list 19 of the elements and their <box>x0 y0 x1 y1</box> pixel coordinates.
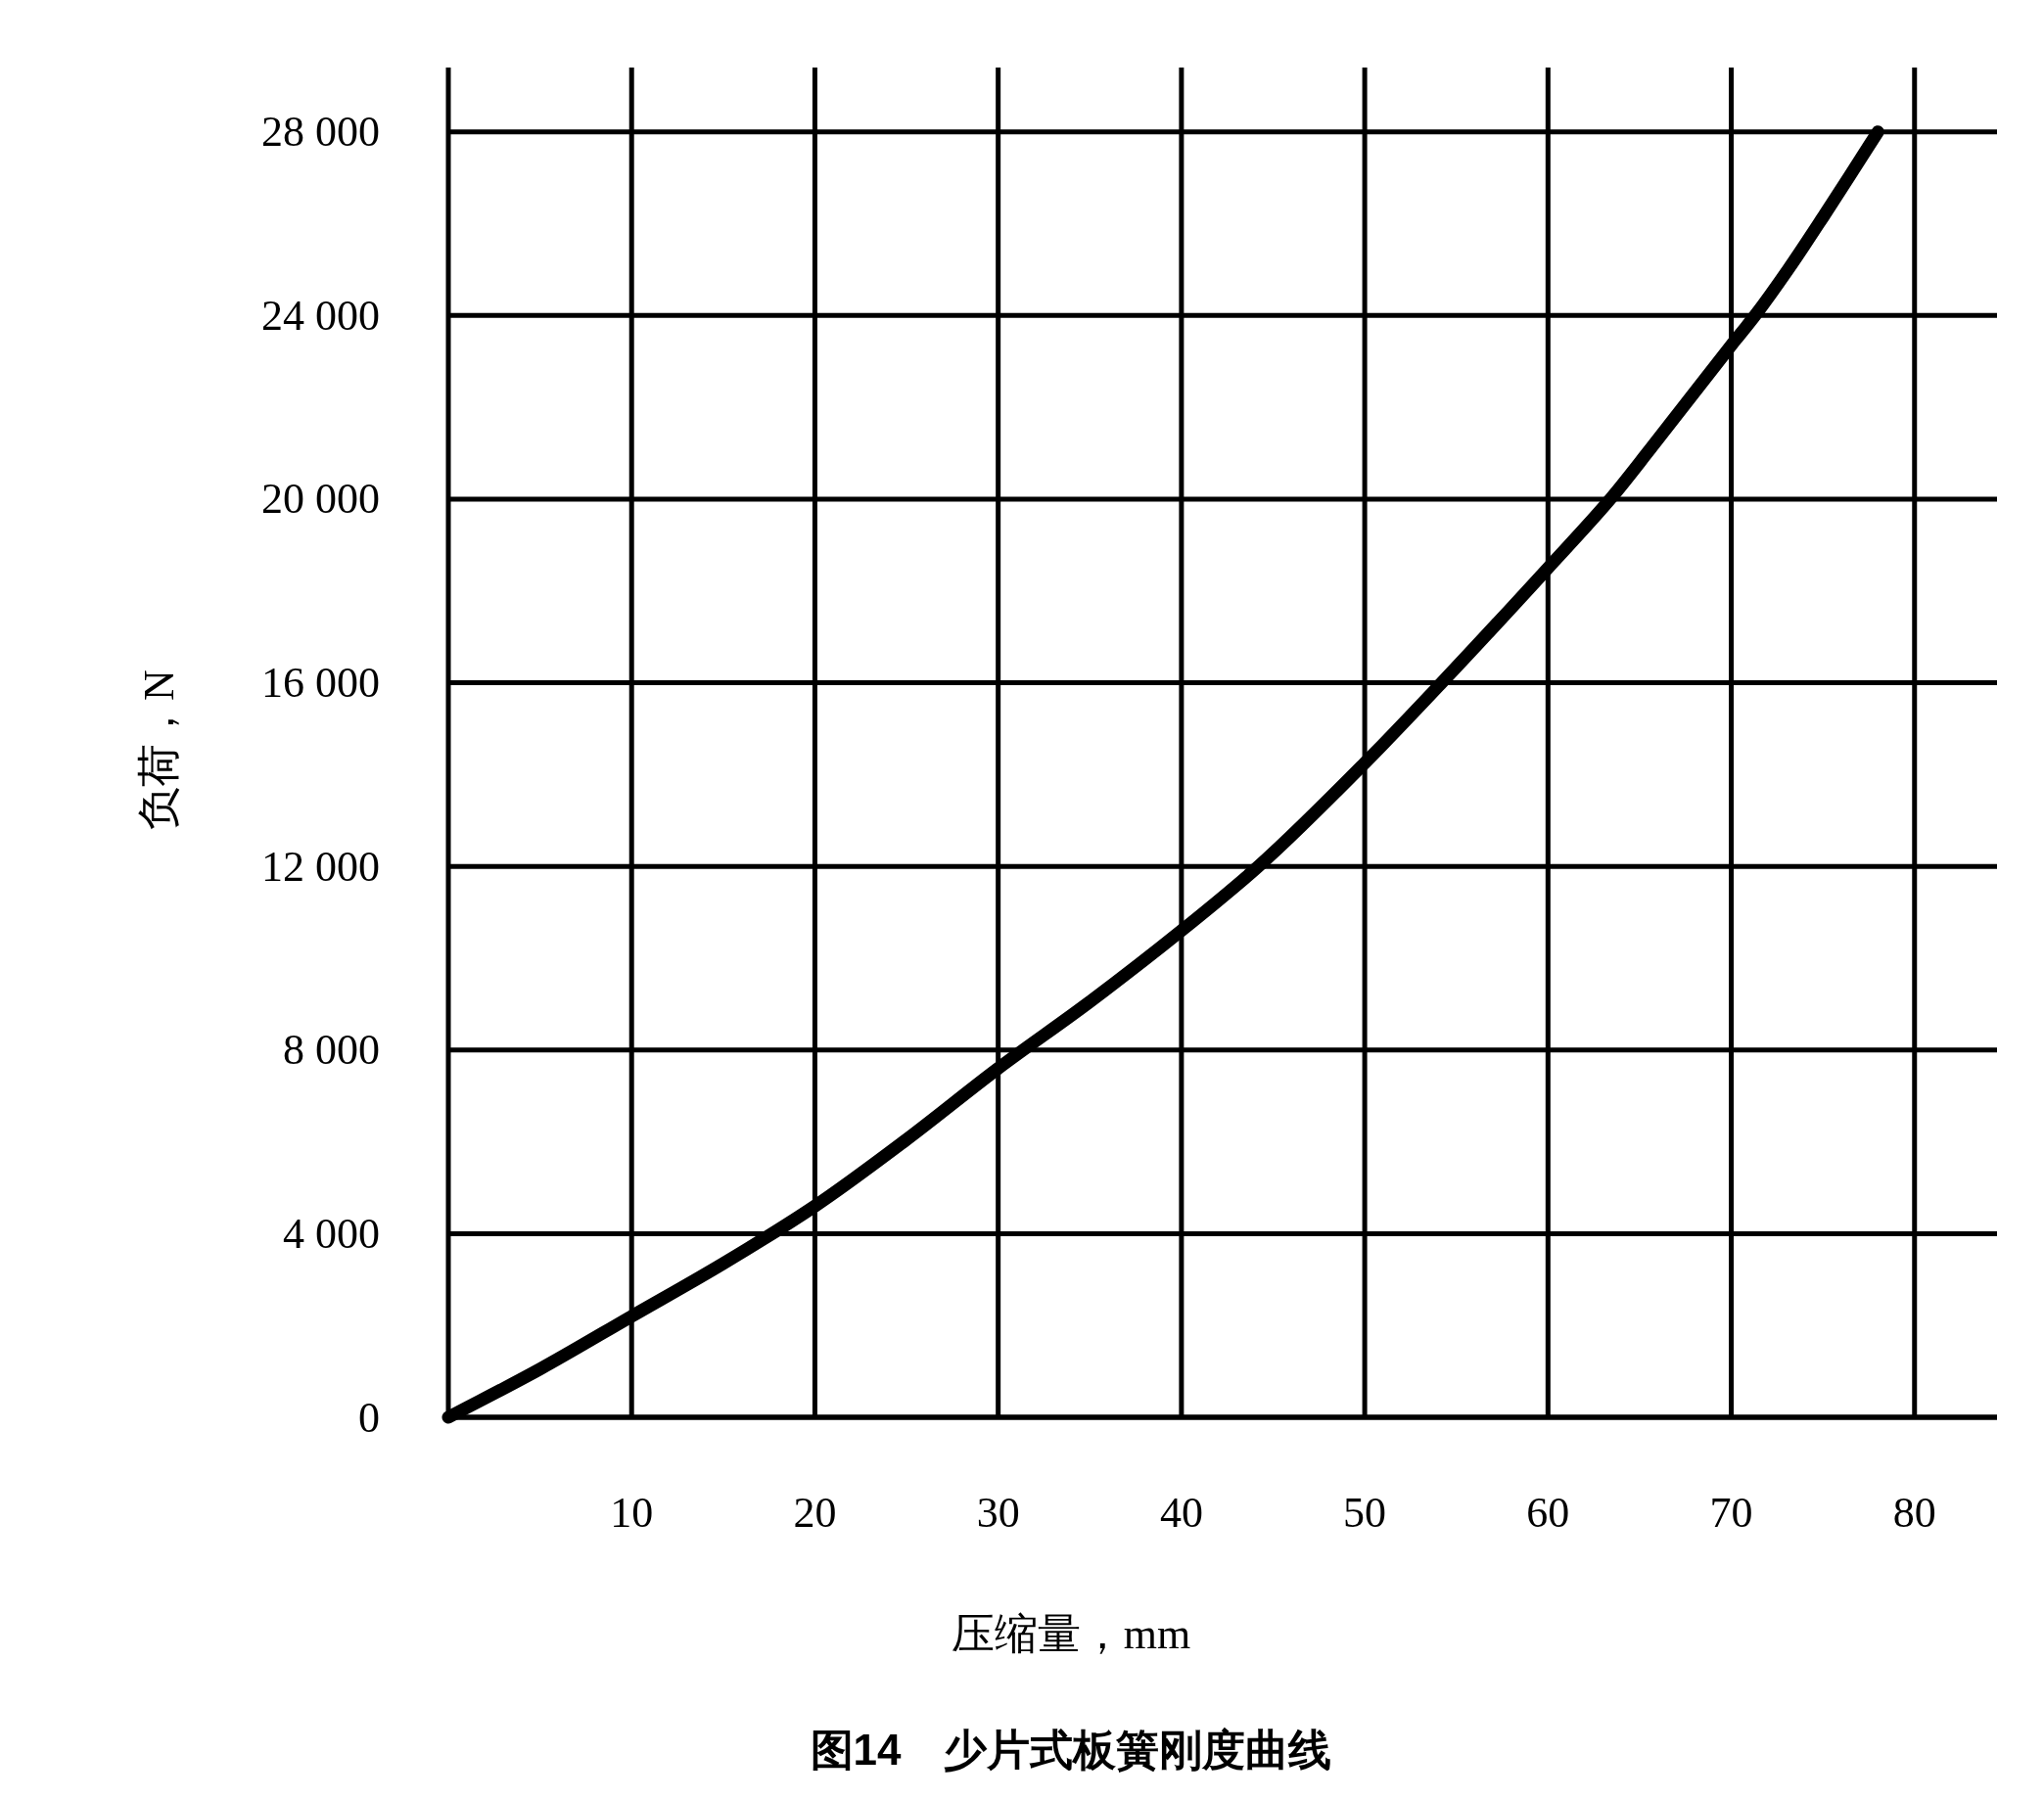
y-tick-label: 24 000 <box>261 291 380 340</box>
y-axis-title: 负荷，N <box>134 669 183 830</box>
x-axis-title: 压缩量，mm <box>951 1609 1191 1658</box>
x-tick-label: 80 <box>1892 1488 1936 1537</box>
x-tick-label: 20 <box>793 1488 837 1537</box>
y-tick-label: 12 000 <box>261 842 380 891</box>
y-tick-label: 0 <box>358 1393 380 1442</box>
y-tick-label: 28 000 <box>261 108 380 157</box>
y-tick-label: 20 000 <box>261 475 380 524</box>
x-tick-label: 60 <box>1526 1488 1570 1537</box>
y-tick-label: 4 000 <box>283 1209 380 1258</box>
x-tick-label: 30 <box>976 1488 1020 1537</box>
y-tick-label: 16 000 <box>261 659 380 708</box>
text: 图14 少片式板簧刚度曲线 <box>810 1725 1332 1774</box>
x-tick-label: 50 <box>1343 1488 1387 1537</box>
x-tick-label: 10 <box>610 1488 654 1537</box>
x-tick-label: 40 <box>1159 1488 1203 1537</box>
y-tick-label: 8 000 <box>283 1026 380 1075</box>
x-tick-label: 70 <box>1709 1488 1753 1537</box>
